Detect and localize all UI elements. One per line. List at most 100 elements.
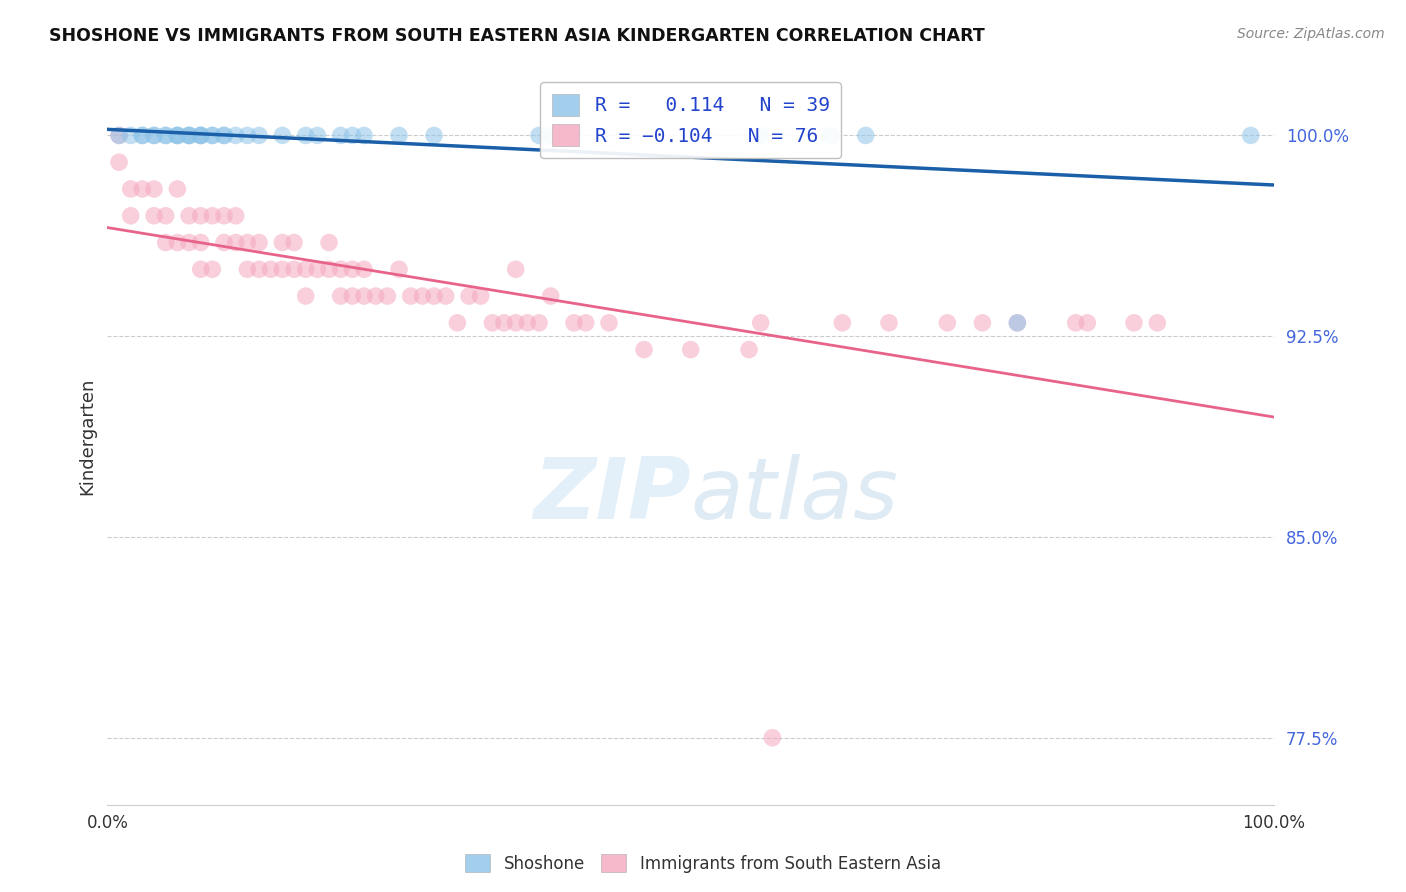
Point (470, 289, 492, 303)
Point (318, 235, 340, 250)
Point (505, 316, 527, 330)
Point (190, 128, 212, 143)
Point (271, 128, 294, 143)
Point (936, 316, 959, 330)
Point (353, 128, 375, 143)
Point (458, 289, 481, 303)
Point (201, 128, 224, 143)
Point (411, 289, 433, 303)
Point (225, 209, 247, 223)
Point (388, 128, 411, 143)
Point (236, 128, 259, 143)
Legend: Shoshone, Immigrants from South Eastern Asia: Shoshone, Immigrants from South Eastern … (458, 847, 948, 880)
Point (527, 316, 550, 330)
Point (212, 128, 235, 143)
Point (329, 128, 352, 143)
Point (329, 262, 352, 277)
Point (120, 182, 142, 196)
Point (190, 262, 212, 277)
Point (177, 128, 200, 143)
Point (177, 128, 200, 143)
Point (166, 182, 188, 196)
Point (831, 316, 853, 330)
Text: atlas: atlas (690, 454, 898, 537)
Point (108, 128, 131, 143)
Point (446, 316, 468, 330)
Point (307, 128, 329, 143)
Point (342, 289, 364, 303)
Legend: R =   0.114   N = 39, R = −0.104   N = 76: R = 0.114 N = 39, R = −0.104 N = 76 (540, 82, 841, 158)
Point (283, 262, 305, 277)
Text: SHOSHONE VS IMMIGRANTS FROM SOUTH EASTERN ASIA KINDERGARTEN CORRELATION CHART: SHOSHONE VS IMMIGRANTS FROM SOUTH EASTER… (49, 27, 986, 45)
Point (260, 262, 283, 277)
Point (212, 235, 235, 250)
Point (820, 128, 842, 143)
Point (1076, 316, 1098, 330)
Point (131, 128, 153, 143)
Point (212, 128, 235, 143)
Point (120, 128, 142, 143)
Point (166, 128, 188, 143)
Point (855, 128, 877, 143)
Point (108, 155, 131, 169)
Point (527, 128, 550, 143)
Point (177, 209, 200, 223)
Point (190, 209, 212, 223)
Point (271, 235, 294, 250)
Point (143, 209, 166, 223)
Point (1007, 316, 1029, 330)
Point (540, 289, 562, 303)
Point (492, 316, 515, 330)
Point (399, 289, 422, 303)
Point (120, 209, 142, 223)
Point (190, 128, 212, 143)
Point (749, 316, 772, 330)
Point (342, 128, 364, 143)
Point (423, 128, 446, 143)
Point (1240, 128, 1263, 143)
Point (1146, 316, 1168, 330)
Point (294, 289, 316, 303)
Point (562, 316, 585, 330)
Point (353, 262, 375, 277)
Point (633, 343, 655, 357)
Point (225, 128, 247, 143)
Point (212, 209, 235, 223)
Point (177, 235, 200, 250)
Point (342, 262, 364, 277)
Point (143, 128, 166, 143)
Point (1007, 316, 1029, 330)
Point (131, 128, 153, 143)
Point (481, 316, 503, 330)
Point (972, 316, 994, 330)
Point (190, 235, 212, 250)
Point (761, 731, 783, 745)
Point (749, 128, 772, 143)
Point (247, 262, 270, 277)
Point (236, 262, 259, 277)
Point (505, 262, 527, 277)
Point (166, 235, 188, 250)
Point (598, 316, 620, 330)
Y-axis label: Kindergarten: Kindergarten (79, 378, 96, 495)
Point (307, 262, 329, 277)
Point (166, 128, 188, 143)
Point (329, 289, 352, 303)
Point (283, 235, 305, 250)
Point (540, 128, 562, 143)
Point (353, 289, 375, 303)
Point (388, 262, 411, 277)
Point (155, 235, 177, 250)
Point (377, 289, 399, 303)
Point (131, 182, 153, 196)
Point (155, 209, 177, 223)
Point (177, 128, 200, 143)
Point (423, 289, 446, 303)
Point (294, 262, 316, 277)
Point (247, 235, 270, 250)
Point (294, 128, 316, 143)
Point (364, 289, 387, 303)
Point (190, 128, 212, 143)
Point (877, 316, 900, 330)
Point (679, 343, 702, 357)
